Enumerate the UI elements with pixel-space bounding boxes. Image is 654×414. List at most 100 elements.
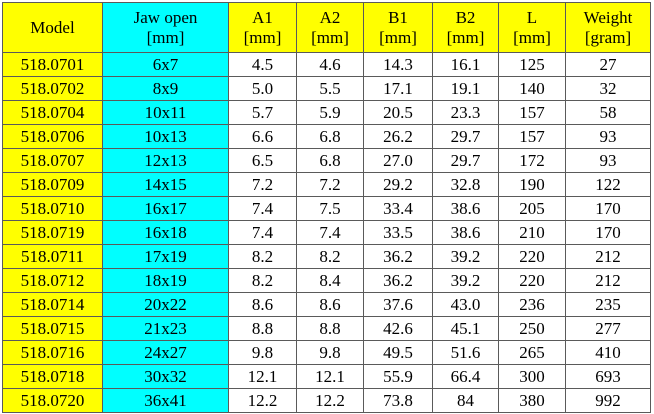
cell: 210 xyxy=(498,220,566,245)
cell: 12.1 xyxy=(228,364,297,389)
cell: 518.0719 xyxy=(2,220,103,245)
cell: 29.7 xyxy=(432,148,499,173)
header-text: [mm] xyxy=(379,27,417,47)
header-cell: A1 [mm] xyxy=(228,2,297,53)
cell: 30x32 xyxy=(102,364,229,389)
cell: 9.8 xyxy=(296,340,364,365)
cell: 518.0704 xyxy=(2,100,103,125)
header-text: A2 xyxy=(319,7,341,27)
cell: 7.2 xyxy=(228,172,297,197)
cell: 45.1 xyxy=(432,316,499,341)
cell: 58 xyxy=(565,100,651,125)
cell: 693 xyxy=(565,364,651,389)
data-row: 518.0714 20x22 8.6 8.6 37.6 43.0 236 235 xyxy=(2,292,651,317)
cell: 9.8 xyxy=(228,340,297,365)
cell: 7.4 xyxy=(228,196,297,221)
cell: 66.4 xyxy=(432,364,499,389)
data-row: 518.0706 10x13 6.6 6.8 26.2 29.7 157 93 xyxy=(2,124,651,149)
cell: 17.1 xyxy=(363,76,433,101)
header-text: [mm] xyxy=(243,27,282,47)
cell: 93 xyxy=(565,148,651,173)
data-row: 518.0718 30x32 12.1 12.1 55.9 66.4 300 693 xyxy=(2,364,651,389)
cell: 8.2 xyxy=(296,244,364,269)
cell: 5.9 xyxy=(296,100,364,125)
cell: 265 xyxy=(498,340,566,365)
cell: 8.4 xyxy=(296,268,364,293)
cell: 20x22 xyxy=(102,292,229,317)
cell: 172 xyxy=(498,148,566,173)
cell: 220 xyxy=(498,244,566,269)
data-row: 518.0701 6x7 4.5 4.6 14.3 16.1 125 27 xyxy=(2,52,651,77)
header-text: [mm] xyxy=(446,27,485,47)
cell: 17x19 xyxy=(102,244,229,269)
cell: 277 xyxy=(565,316,651,341)
cell: 37.6 xyxy=(363,292,433,317)
cell: 6.8 xyxy=(296,124,364,149)
data-row: 518.0719 16x18 7.4 7.4 33.5 38.6 210 170 xyxy=(2,220,651,245)
data-row: 518.0716 24x27 9.8 9.8 49.5 51.6 265 410 xyxy=(2,340,651,365)
data-row: 518.0712 18x19 8.2 8.4 36.2 39.2 220 212 xyxy=(2,268,651,293)
cell: 410 xyxy=(565,340,651,365)
cell: 235 xyxy=(565,292,651,317)
cell: 5.5 xyxy=(296,76,364,101)
cell: 212 xyxy=(565,244,651,269)
cell: 36x41 xyxy=(102,388,229,413)
cell: 8.6 xyxy=(296,292,364,317)
cell: 7.2 xyxy=(296,172,364,197)
data-row: 518.0715 21x23 8.8 8.8 42.6 45.1 250 277 xyxy=(2,316,651,341)
cell: 36.2 xyxy=(363,244,433,269)
cell: 518.0714 xyxy=(2,292,103,317)
cell: 32 xyxy=(565,76,651,101)
cell: 10x11 xyxy=(102,100,229,125)
cell: 12.1 xyxy=(296,364,364,389)
cell: 8.8 xyxy=(296,316,364,341)
cell: 190 xyxy=(498,172,566,197)
cell: 42.6 xyxy=(363,316,433,341)
header-text: B1 xyxy=(388,7,408,27)
header-row: Model Jaw open [mm] A1 [mm] A2 [mm] B1 [mm] B2 [mm… xyxy=(2,2,651,53)
cell: 12.2 xyxy=(228,388,297,413)
cell: 380 xyxy=(498,388,566,413)
cell: 24x27 xyxy=(102,340,229,365)
cell: 518.0716 xyxy=(2,340,103,365)
cell: 518.0707 xyxy=(2,148,103,173)
header-text: L xyxy=(526,7,538,27)
cell: 140 xyxy=(498,76,566,101)
data-row: 518.0707 12x13 6.5 6.8 27.0 29.7 172 93 xyxy=(2,148,651,173)
data-row: 518.0711 17x19 8.2 8.2 36.2 39.2 220 212 xyxy=(2,244,651,269)
cell: 6.6 xyxy=(228,124,297,149)
cell: 8.6 xyxy=(228,292,297,317)
cell: 8.2 xyxy=(228,268,297,293)
data-row: 518.0702 8x9 5.0 5.5 17.1 19.1 140 32 xyxy=(2,76,651,101)
header-text: B2 xyxy=(455,7,476,27)
cell: 6.8 xyxy=(296,148,364,173)
cell: 93 xyxy=(565,124,651,149)
cell: 16.1 xyxy=(432,52,499,77)
cell: 6x7 xyxy=(102,52,229,77)
cell: 518.0712 xyxy=(2,268,103,293)
header-text: Jaw open xyxy=(133,7,198,27)
data-row: 518.0710 16x17 7.4 7.5 33.4 38.6 205 170 xyxy=(2,196,651,221)
cell: 5.7 xyxy=(228,100,297,125)
cell: 27 xyxy=(565,52,651,77)
cell: 518.0702 xyxy=(2,76,103,101)
cell: 236 xyxy=(498,292,566,317)
header-text: [gram] xyxy=(584,27,632,47)
cell: 205 xyxy=(498,196,566,221)
header-cell: L [mm] xyxy=(498,2,566,53)
cell: 16x18 xyxy=(102,220,229,245)
cell: 12x13 xyxy=(102,148,229,173)
cell: 14.3 xyxy=(363,52,433,77)
cell: 33.5 xyxy=(363,220,433,245)
cell: 49.5 xyxy=(363,340,433,365)
cell: 5.0 xyxy=(228,76,297,101)
cell: 518.0701 xyxy=(2,52,103,77)
cell: 29.7 xyxy=(432,124,499,149)
cell: 125 xyxy=(498,52,566,77)
cell: 8.8 xyxy=(228,316,297,341)
cell: 43.0 xyxy=(432,292,499,317)
header-text: Weight xyxy=(583,7,633,27)
header-cell: B2 [mm] xyxy=(432,2,499,53)
cell: 157 xyxy=(498,100,566,125)
cell: 38.6 xyxy=(432,220,499,245)
